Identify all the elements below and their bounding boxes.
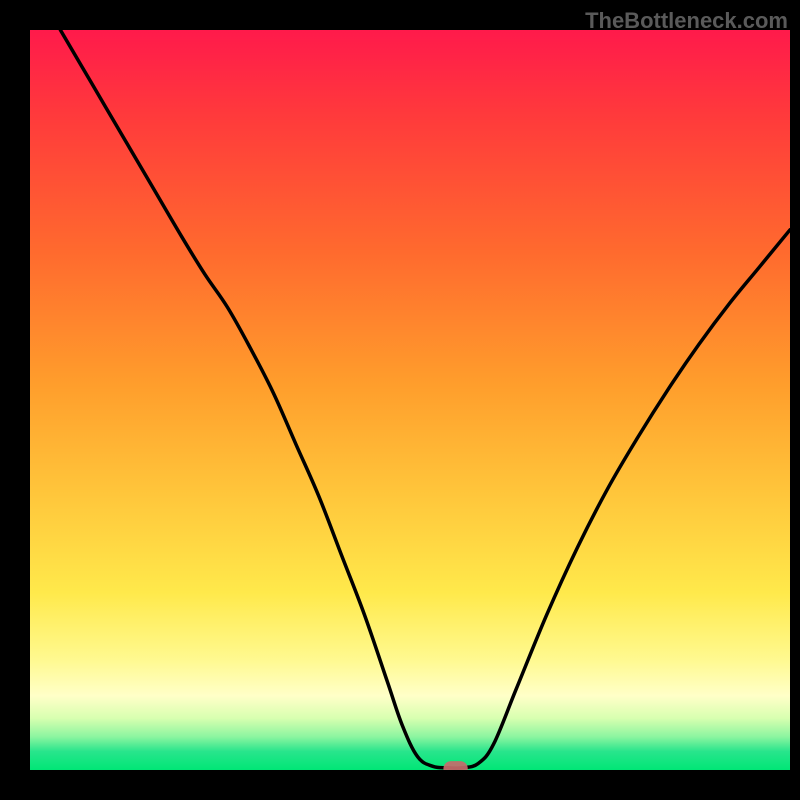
- watermark-text: TheBottleneck.com: [585, 8, 788, 34]
- chart-area: [30, 30, 790, 770]
- min-marker: [443, 761, 467, 770]
- chart-svg: [30, 30, 790, 770]
- chart-background: [30, 30, 790, 770]
